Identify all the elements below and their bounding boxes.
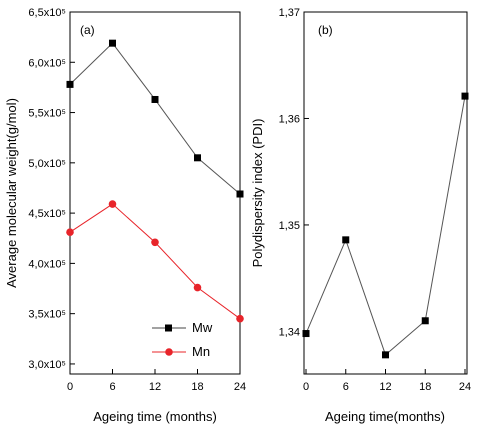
panel-a-ylabel: Average molecular weight(g/mol) (4, 98, 19, 288)
data-point (151, 238, 159, 247)
panel-b-xlabel: Ageing time(months) (325, 409, 445, 424)
data-point (236, 314, 244, 323)
panel-a-series (66, 39, 244, 323)
series-line (69, 42, 241, 195)
data-point (302, 330, 310, 338)
x-tick-label: 12 (379, 381, 391, 393)
x-tick-label: 6 (343, 381, 349, 393)
x-tick-label: 12 (149, 381, 161, 393)
panel-a-frame (69, 11, 241, 375)
panel-b-ylabel: Polydispersity index (PDI) (250, 119, 265, 268)
y-tick-label: 1,35 (279, 220, 300, 232)
y-tick-label: 4,0x10⁵ (28, 258, 66, 270)
x-tick-label: 6 (109, 381, 115, 393)
y-tick-label: 4,5x10⁵ (28, 208, 66, 220)
data-point (342, 236, 350, 244)
panel-b-frame (303, 11, 468, 375)
series-line (305, 96, 466, 356)
panel-b-ticks: 0 6 12 18 24 1,34 1,35 1,36 1,37 (279, 7, 472, 393)
data-point (421, 317, 429, 325)
data-point (382, 351, 389, 359)
panel-a: (a) 0 6 12 18 24 3,0x10⁵ 3,5x10⁵ 4,0x10⁵ 4,5x10⁵… (4, 7, 246, 424)
data-point (236, 190, 244, 198)
data-point (461, 92, 469, 100)
y-tick-label: 1,36 (279, 113, 300, 125)
x-tick-label: 18 (419, 381, 431, 393)
legend-mw-marker (165, 324, 172, 332)
y-tick-label: 1,34 (279, 326, 300, 338)
y-tick-label: 5,5x10⁵ (28, 108, 66, 120)
panel-a-xlabel: Ageing time (months) (93, 409, 217, 424)
data-point (109, 39, 116, 47)
panel-b: (b) 0 6 12 18 24 1,34 1,35 1,36 1,37 Ageing time… (250, 7, 471, 424)
data-point (108, 200, 117, 208)
y-tick-label: 6,0x10⁵ (28, 57, 66, 69)
y-tick-label: 3,5x10⁵ (28, 309, 66, 321)
data-point (193, 283, 202, 292)
legend-mn-label: Mn (192, 344, 210, 359)
series-line (69, 203, 241, 320)
x-tick-label: 0 (303, 381, 309, 393)
data-point (66, 228, 74, 237)
data-point (66, 80, 74, 88)
y-tick-label: 1,37 (279, 7, 300, 19)
x-tick-label: 24 (234, 381, 246, 393)
x-tick-label: 18 (191, 381, 203, 393)
panel-a-ticks: 0 6 12 18 24 3,0x10⁵ 3,5x10⁵ 4,0x10⁵ 4,5x10⁵ 5,0x… (28, 7, 246, 393)
panel-a-label: (a) (80, 23, 95, 37)
y-tick-label: 3,0x10⁵ (28, 359, 66, 371)
legend-mw-label: Mw (192, 320, 213, 335)
panel-a-legend: Mw Mn (152, 320, 213, 359)
panel-b-series (302, 92, 469, 359)
data-point (151, 95, 159, 103)
y-tick-label: 5,0x10⁵ (28, 158, 66, 170)
x-tick-label: 0 (67, 381, 73, 393)
data-point (194, 154, 201, 162)
legend-mn-marker (165, 348, 173, 356)
panel-b-label: (b) (318, 23, 333, 37)
y-tick-label: 6,5x10⁵ (28, 7, 66, 19)
x-tick-label: 24 (459, 381, 471, 393)
